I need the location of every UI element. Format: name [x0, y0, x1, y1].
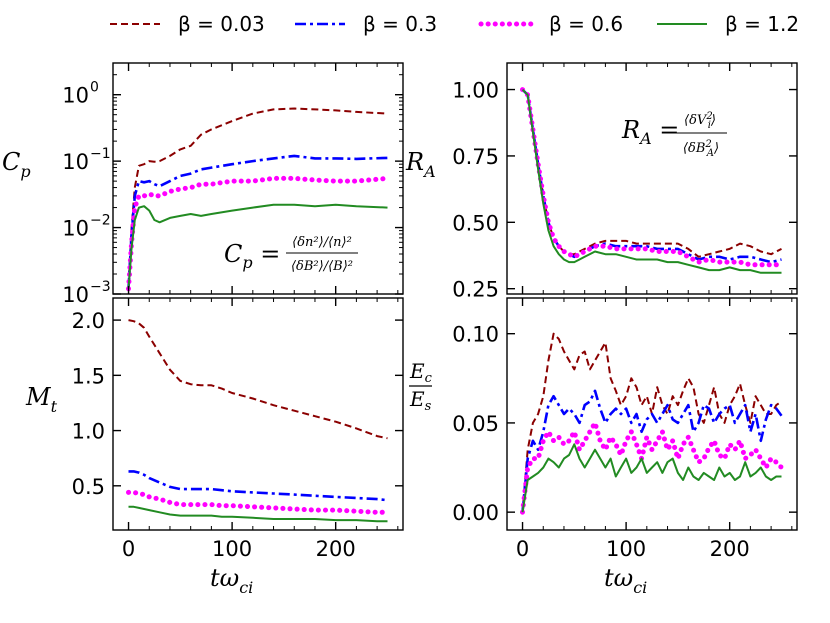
series-line-2 [521, 88, 782, 264]
ra-formula-lhs: RA = [621, 116, 679, 148]
ra-formula-annotation: RA = ⟨δV2 i⟩ ⟨δB2 A⟩ [621, 111, 727, 159]
y-tick-label: 1.5 [72, 364, 105, 388]
series-line-1 [128, 319, 388, 440]
legend-label: β = 1.2 [725, 12, 799, 36]
y-axis-label-cp: Cp [2, 148, 31, 181]
panel-bottom-left: 0 100 200 0.5 1.0 1.5 2.0 [72, 297, 404, 561]
y-tick-exponent: −2 [90, 213, 111, 229]
series-line-3 [126, 175, 390, 292]
y-tick-label: 10 [62, 84, 89, 108]
cp-formula-denominator: ⟨δB²⟩/⟨B⟩² [291, 259, 353, 274]
series-line-1 [521, 332, 783, 513]
series-line-1 [127, 107, 388, 287]
cp-formula-numerator: ⟨δn²⟩/⟨n⟩² [292, 235, 352, 250]
y-tick-label: 1.00 [452, 79, 499, 103]
y-tick-label: 0.00 [452, 501, 499, 525]
series-group [126, 319, 390, 523]
series-group [126, 107, 390, 292]
y-tick-exponent: −3 [90, 279, 111, 295]
legend-entry: β = 0.03 [110, 12, 265, 36]
series-line-2 [521, 389, 783, 513]
series-line-2 [127, 154, 388, 289]
legend-label: β = 0.3 [363, 12, 437, 36]
legend-label: β = 0.6 [549, 12, 623, 36]
x-axis-label: tωci [210, 564, 253, 597]
legend-entry: β = 0.6 [478, 12, 623, 36]
axes-frame [506, 297, 798, 531]
x-tick-label: 100 [606, 537, 646, 561]
x-tick-label: 0 [516, 537, 529, 561]
series-group [520, 87, 784, 274]
legend-entry: β = 0.3 [295, 12, 437, 36]
x-tick-label: 200 [710, 537, 750, 561]
y-tick-label: 2.0 [72, 309, 105, 333]
ra-formula-numerator: ⟨δV2 i⟩ [684, 111, 716, 131]
axes-frame [112, 297, 404, 531]
series-line-4 [128, 505, 388, 523]
x-tick-label: 100 [212, 537, 252, 561]
series-line-3 [126, 489, 390, 515]
y-tick-label: 0.75 [452, 145, 499, 169]
y-tick-label: 0.10 [452, 323, 499, 347]
series-line-4 [127, 203, 388, 289]
y-axis-label-ra: RA [405, 148, 436, 181]
series-line-2 [128, 470, 388, 502]
x-axis-label: tωci [604, 564, 647, 597]
panel-bottom-right: 0 100 200 0.00 0.05 0.10 [452, 297, 798, 561]
y-axis-label-mt: Mt [25, 383, 58, 416]
axes-frame [112, 62, 404, 295]
series-line-4 [521, 88, 782, 274]
y-tick-label: 1.0 [72, 420, 105, 444]
y-tick-label: 10 [62, 217, 89, 241]
x-tick-label: 0 [122, 537, 135, 561]
series-line-1 [521, 88, 782, 258]
legend-entry: β = 1.2 [657, 12, 799, 36]
y-tick-label: 10 [62, 150, 89, 174]
y-tick-exponent: −1 [90, 146, 111, 162]
cp-formula-lhs: Cp = [224, 240, 280, 272]
fraction-denominator: Es [409, 387, 432, 414]
x-tick-label: 200 [316, 537, 356, 561]
legend-label: β = 0.03 [178, 12, 265, 36]
y-tick-exponent: 0 [90, 80, 99, 96]
panel-top-right: 0.25 0.50 0.75 1.00 [452, 62, 798, 302]
y-tick-label: 10 [62, 283, 89, 307]
y-tick-label: 0.25 [452, 278, 499, 302]
fraction-numerator: Ec [409, 359, 433, 386]
y-tick-label: 0.05 [452, 412, 499, 436]
series-line-4 [521, 443, 782, 513]
cp-formula-annotation: Cp = ⟨δn²⟩/⟨n⟩² ⟨δB²⟩/⟨B⟩² [224, 235, 358, 274]
legend: β = 0.03 β = 0.3 β = 0.6 β = 1.2 [110, 12, 799, 36]
axes-frame [506, 62, 798, 295]
series-line-3 [520, 420, 784, 515]
y-tick-label: 0.5 [72, 475, 105, 499]
ra-formula-denominator: ⟨δB2 A⟩ [683, 139, 719, 159]
y-tick-label: 0.50 [452, 211, 499, 235]
series-line-3 [520, 87, 784, 268]
panels: 10−310−210−110 00.250.500.751.000 100 2000.… [2, 62, 798, 597]
series-group [520, 332, 784, 515]
